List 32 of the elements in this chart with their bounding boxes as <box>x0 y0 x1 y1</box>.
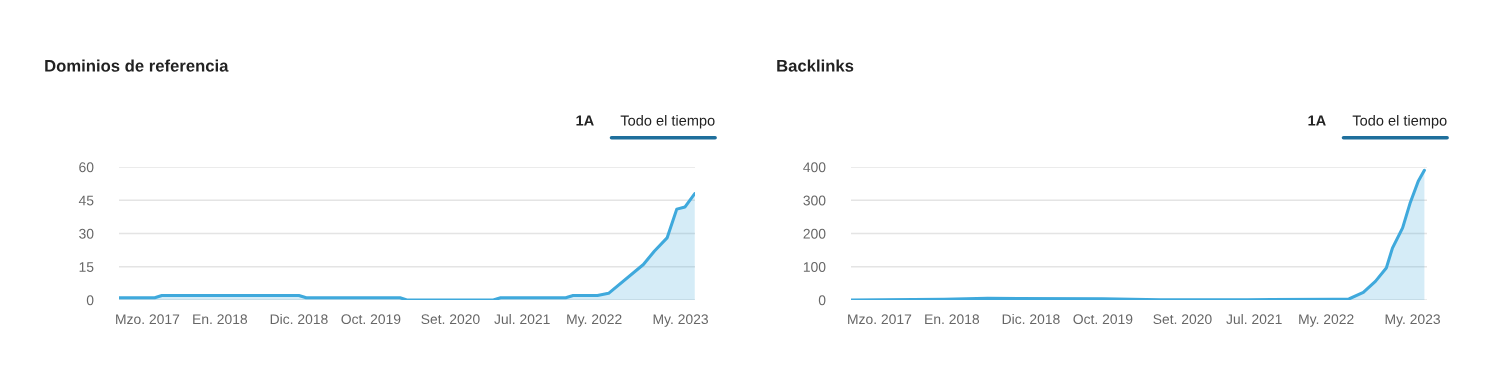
x-tick-label: My. 2023 <box>1385 314 1440 327</box>
x-tick-label: Jul. 2021 <box>494 313 550 325</box>
text: Todo el tiempo <box>1352 114 1447 129</box>
y-tick-label: 400 <box>803 162 826 173</box>
y-tick-label: 300 <box>803 195 826 206</box>
y-tick-label: 30 <box>79 228 94 239</box>
chart-title: Backlinks <box>777 59 854 72</box>
y-tick-label: 0 <box>818 295 826 306</box>
x-tick-label: Set. 2020 <box>1153 314 1212 325</box>
x-tick-label: My. 2023 <box>653 314 708 327</box>
y-tick-label: 200 <box>803 228 826 239</box>
y-tick-label: 15 <box>79 262 94 272</box>
x-tick-label: Oct. 2019 <box>1073 314 1133 325</box>
x-tick-label: My. 2022 <box>1299 314 1354 327</box>
y-tick-label: 100 <box>803 262 826 272</box>
x-tick-label: En. 2018 <box>925 314 980 325</box>
x-tick-label: Oct. 2019 <box>341 314 401 325</box>
text: 1A <box>1308 115 1326 126</box>
x-tick-label: Mzo. 2017 <box>116 314 180 325</box>
y-tick-label: 0 <box>86 295 94 306</box>
text: Todo el tiempo <box>620 114 715 129</box>
x-tick-label: En. 2018 <box>193 314 248 325</box>
x-tick-label: Dic. 2018 <box>270 313 328 325</box>
chart-title: Dominios de referencia <box>45 59 229 72</box>
x-tick-label: My. 2022 <box>567 314 622 327</box>
y-tick-label: 60 <box>79 162 94 173</box>
x-tick-label: Mzo. 2017 <box>848 314 912 325</box>
text: 1A <box>576 115 594 126</box>
x-tick-label: Dic. 2018 <box>1002 313 1060 325</box>
y-tick-label: 45 <box>78 195 94 206</box>
x-tick-label: Set. 2020 <box>421 314 480 325</box>
x-tick-label: Jul. 2021 <box>1226 313 1282 325</box>
